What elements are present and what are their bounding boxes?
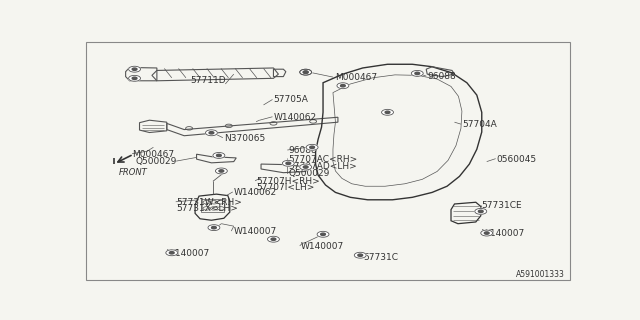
Text: 0560045: 0560045 — [497, 155, 537, 164]
Circle shape — [355, 252, 366, 258]
Text: Q500029: Q500029 — [288, 169, 330, 179]
Text: A591001333: A591001333 — [516, 270, 565, 279]
Circle shape — [310, 146, 314, 148]
Circle shape — [205, 130, 218, 136]
Text: 57707AD<LH>: 57707AD<LH> — [288, 162, 357, 171]
Circle shape — [219, 170, 224, 172]
Circle shape — [321, 233, 325, 236]
Circle shape — [303, 71, 308, 73]
Text: 57731C: 57731C — [364, 253, 399, 262]
Circle shape — [129, 66, 141, 72]
Text: 57707H<RH>: 57707H<RH> — [256, 177, 320, 186]
Circle shape — [170, 252, 174, 254]
Circle shape — [358, 254, 363, 256]
Text: Q500029: Q500029 — [135, 157, 177, 166]
Text: 96088: 96088 — [288, 146, 317, 155]
Circle shape — [484, 232, 489, 234]
Circle shape — [475, 208, 487, 214]
Circle shape — [478, 210, 483, 212]
Circle shape — [282, 160, 294, 166]
Text: 57704A: 57704A — [462, 120, 497, 129]
Text: 57731CE: 57731CE — [482, 202, 522, 211]
Circle shape — [300, 69, 312, 75]
Circle shape — [340, 84, 345, 87]
Circle shape — [286, 162, 291, 164]
Circle shape — [216, 168, 227, 174]
Circle shape — [132, 77, 137, 79]
Text: 57731X<LH>: 57731X<LH> — [177, 204, 239, 213]
Text: 57711D: 57711D — [191, 76, 227, 85]
Circle shape — [216, 154, 221, 156]
Text: W140062: W140062 — [273, 113, 317, 122]
Circle shape — [208, 225, 220, 231]
Text: FRONT: FRONT — [118, 168, 147, 177]
Text: M000467: M000467 — [132, 150, 174, 159]
Circle shape — [271, 238, 276, 240]
Text: W140062: W140062 — [234, 188, 277, 197]
Text: 96088: 96088 — [428, 72, 456, 81]
Text: 57707AC<RH>: 57707AC<RH> — [288, 155, 358, 164]
Circle shape — [317, 231, 329, 237]
Text: 57707I<LH>: 57707I<LH> — [256, 183, 314, 192]
Text: M000467: M000467 — [335, 73, 378, 82]
Text: W140007: W140007 — [167, 250, 210, 259]
Circle shape — [303, 166, 308, 168]
Circle shape — [381, 109, 394, 115]
Circle shape — [385, 111, 390, 114]
Text: 57731W<RH>: 57731W<RH> — [177, 198, 243, 207]
Circle shape — [481, 230, 493, 236]
Text: N370065: N370065 — [224, 134, 265, 143]
Circle shape — [268, 236, 280, 242]
Circle shape — [129, 76, 141, 81]
Text: W140007: W140007 — [234, 227, 277, 236]
Circle shape — [209, 132, 214, 134]
Circle shape — [303, 71, 308, 73]
Circle shape — [306, 144, 318, 150]
Circle shape — [412, 70, 423, 76]
Circle shape — [300, 69, 312, 75]
Circle shape — [337, 83, 349, 89]
Circle shape — [300, 164, 312, 170]
Circle shape — [166, 250, 178, 256]
Circle shape — [132, 68, 137, 70]
Text: W140007: W140007 — [301, 242, 344, 251]
Text: W140007: W140007 — [482, 228, 525, 237]
Circle shape — [212, 227, 216, 229]
Text: 57705A: 57705A — [273, 95, 308, 105]
Circle shape — [213, 153, 225, 158]
Circle shape — [415, 72, 420, 75]
